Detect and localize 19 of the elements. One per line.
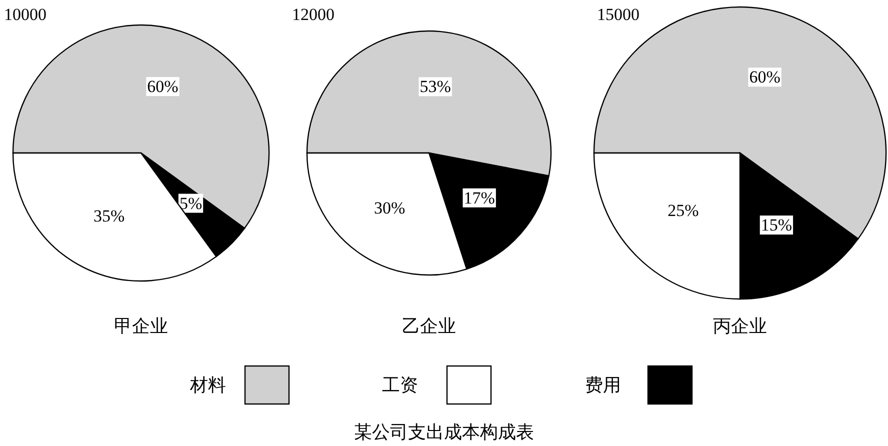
legend-label: 费用 xyxy=(585,375,621,395)
data-label: 53% xyxy=(420,77,451,96)
chart-title: 15000 xyxy=(597,5,640,24)
legend-label: 工资 xyxy=(382,375,418,395)
chart-title: 12000 xyxy=(292,5,334,24)
data-label: 25% xyxy=(668,200,699,220)
text: 某公司支出成本构成表 xyxy=(354,422,534,442)
data-label: 15% xyxy=(760,216,792,235)
data-label: 17% xyxy=(464,188,495,208)
data-label: 35% xyxy=(93,206,125,226)
text: 乙企业 xyxy=(402,316,456,336)
data-label: 5% xyxy=(179,194,202,213)
data-label: 60% xyxy=(147,77,178,96)
data-label: 60% xyxy=(749,68,780,87)
data-label: 30% xyxy=(374,198,406,218)
text: 甲企业 xyxy=(114,316,168,336)
legend-label: 材料 xyxy=(189,375,226,395)
chart-title: 10000 xyxy=(4,5,46,24)
text: 丙企业 xyxy=(713,316,767,336)
